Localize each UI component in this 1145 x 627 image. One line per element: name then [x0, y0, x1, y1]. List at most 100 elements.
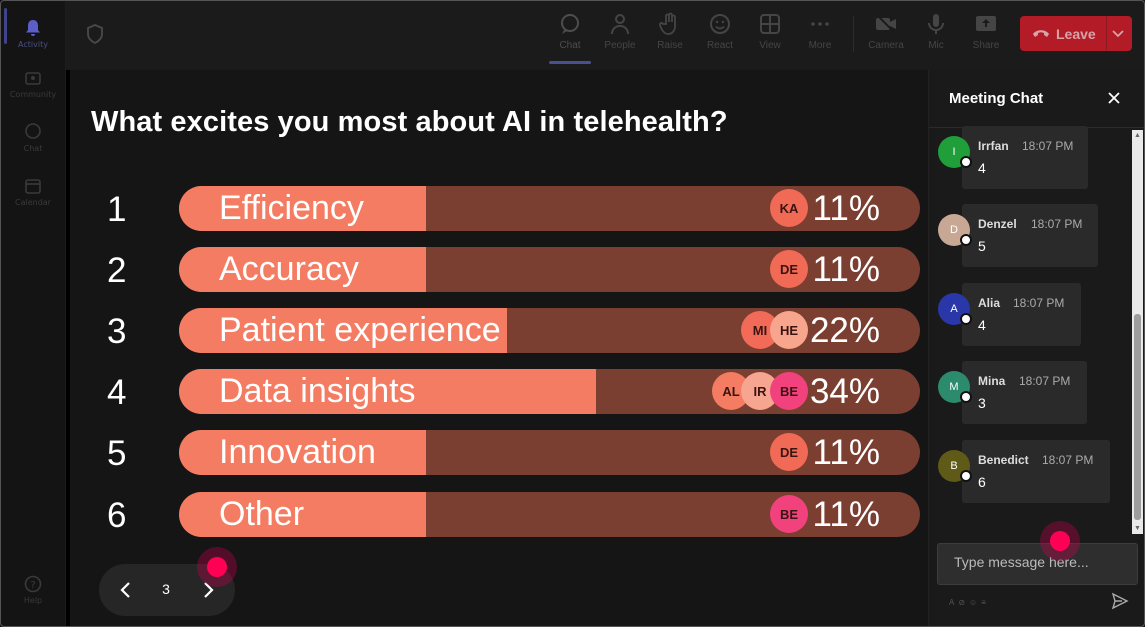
send-icon[interactable] [1111, 592, 1129, 610]
message-time: 18:07 PM [1031, 217, 1083, 231]
more-button[interactable]: More [797, 10, 843, 60]
view-button[interactable]: View [747, 10, 793, 60]
message-bubble: Alia 18:07 PM 4 [962, 283, 1081, 346]
option-bar-fill [179, 308, 507, 353]
share-button[interactable]: Share [963, 10, 1009, 60]
message-time: 18:07 PM [1042, 453, 1094, 467]
meeting-toolbar: Chat People Raise React View More Camera… [66, 0, 1145, 70]
share-button-label: Share [972, 40, 1000, 51]
presence-status [960, 234, 972, 246]
chevron-right-icon[interactable] [197, 578, 219, 602]
option-number: 2 [107, 251, 127, 290]
sidebar-item-calendar[interactable]: Calendar [0, 168, 66, 218]
presence-status [960, 470, 972, 482]
voter-avatars: MI HE [741, 311, 808, 349]
raise-hand-button[interactable]: Raise [647, 10, 693, 60]
message-time: 18:07 PM [1022, 139, 1074, 153]
option-number: 1 [107, 190, 127, 229]
gif-icon[interactable]: ≡ [981, 598, 990, 607]
person-icon [611, 14, 629, 35]
sender-name: Mina [978, 374, 1006, 388]
react-button-label: React [706, 40, 734, 51]
sender-name: Alia [978, 296, 1001, 310]
option-bar: Efficiency KA 11% [179, 186, 920, 231]
voter-avatars: DE [770, 433, 808, 471]
svg-text:?: ? [30, 580, 35, 591]
option-bar-fill [179, 430, 426, 475]
smiley-icon [710, 14, 730, 34]
chat-message: Irrfan 18:07 PM 4 I [929, 126, 1129, 190]
chevron-left-icon[interactable] [115, 578, 137, 602]
message-bubble: Denzel 18:07 PM 5 [962, 204, 1098, 267]
sidebar-item-chat[interactable]: Chat [0, 114, 66, 164]
people-button[interactable]: People [597, 10, 643, 60]
option-label: Innovation [219, 433, 376, 471]
sidebar-item-label: Help [23, 596, 43, 605]
react-button[interactable]: React [697, 10, 743, 60]
sidebar-item-label: Chat [23, 144, 43, 153]
close-icon[interactable] [1106, 90, 1122, 106]
format-icon[interactable]: A [949, 598, 959, 607]
pointer-indicator [197, 547, 237, 587]
calendar-icon [25, 179, 41, 194]
voter-avatars: BE [770, 495, 808, 533]
sidebar-item-label: Community [9, 90, 57, 99]
pointer-indicator [1040, 521, 1080, 561]
scroll-down-arrow[interactable]: ▼ [1134, 525, 1141, 532]
chat-message-input[interactable]: Type message here... [937, 543, 1138, 585]
option-label: Data insights [219, 372, 416, 410]
voter-avatar: KA [770, 189, 808, 227]
option-number: 3 [107, 312, 127, 351]
option-bar-fill [179, 492, 426, 537]
option-number: 5 [107, 434, 127, 473]
emoji-icon[interactable]: ☺ [969, 598, 982, 607]
more-button-label: More [808, 40, 832, 51]
camera-off-icon [876, 14, 896, 34]
mic-button[interactable]: Mic [913, 10, 959, 60]
poll-question: What excites you most about AI in telehe… [91, 106, 728, 138]
shield-icon[interactable] [86, 24, 104, 44]
option-label: Other [219, 495, 305, 533]
help-icon: ? [24, 575, 42, 593]
sidebar-item-activity[interactable]: Activity [0, 10, 66, 60]
scroll-up-arrow[interactable]: ▲ [1134, 132, 1141, 139]
chat-message: Benedict 18:07 PM 6 B [929, 440, 1129, 504]
people-button-label: People [604, 40, 636, 51]
scroll-thumb[interactable] [1134, 314, 1141, 520]
option-bar-fill [179, 369, 596, 414]
option-label: Accuracy [219, 250, 359, 288]
chat-format-tools[interactable]: A⊘☺≡ [949, 598, 990, 607]
raise-button-label: Raise [657, 40, 683, 51]
chat-panel: Meeting Chat Irrfan 18:07 PM 4 I Denzel 18:07… [928, 70, 1145, 627]
message-bubble: Irrfan 18:07 PM 4 [962, 126, 1088, 189]
option-number: 4 [107, 373, 127, 412]
message-text: 4 [978, 317, 986, 333]
chat-button[interactable]: Chat [547, 10, 593, 64]
voter-avatar: BE [770, 495, 808, 533]
chat-message: Denzel 18:07 PM 5 D [929, 204, 1129, 268]
option-label: Patient experience [219, 311, 501, 349]
chat-icon [25, 123, 41, 139]
chat-scrollbar[interactable]: ▲ ▼ [1132, 130, 1143, 534]
option-percentage: 11% [812, 433, 880, 472]
voter-avatars: DE [770, 250, 808, 288]
sidebar-item-community[interactable]: Community [0, 60, 66, 110]
leave-button[interactable]: Leave [1020, 16, 1132, 51]
leave-label: Leave [1056, 26, 1096, 42]
left-rail: Activity Community Chat Calendar ? Help [0, 0, 66, 627]
chevron-down-icon[interactable] [1112, 28, 1124, 38]
option-percentage: 11% [812, 189, 880, 228]
voter-avatars: KA [770, 189, 808, 227]
share-screen-icon [976, 16, 996, 31]
option-percentage: 11% [812, 250, 880, 289]
chat-title: Meeting Chat [949, 90, 1044, 107]
option-bar-fill [179, 247, 426, 292]
camera-button[interactable]: Camera [863, 10, 909, 60]
presence-status [960, 156, 972, 168]
sidebar-item-help[interactable]: ? Help [0, 566, 66, 616]
poll-stage: What excites you most about AI in telehe… [70, 70, 928, 627]
attach-icon[interactable]: ⊘ [958, 598, 970, 607]
sender-name: Benedict [978, 453, 1029, 467]
voter-avatar: AL [712, 372, 750, 410]
leave-divider [1106, 16, 1107, 51]
